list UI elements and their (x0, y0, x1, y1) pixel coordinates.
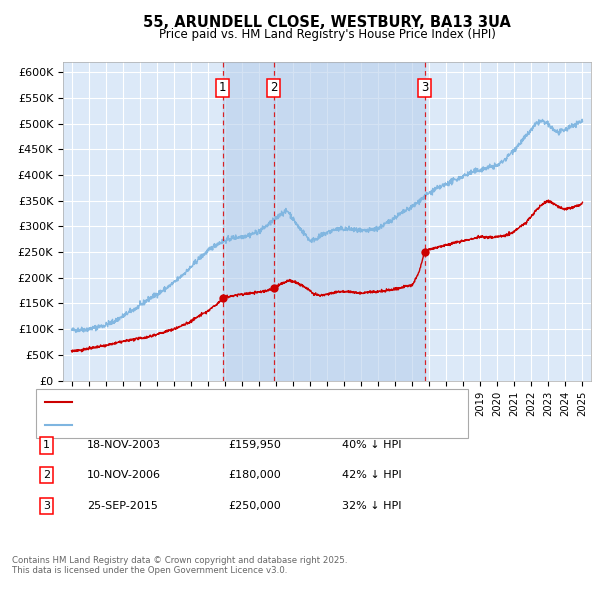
Bar (274, 62, 425, 381)
Text: 3: 3 (43, 501, 50, 510)
Text: £180,000: £180,000 (228, 470, 281, 480)
Text: HPI: Average price, detached house, Wiltshire: HPI: Average price, detached house, Wilt… (76, 420, 315, 430)
Text: 32% ↓ HPI: 32% ↓ HPI (342, 501, 401, 510)
Text: 10-NOV-2006: 10-NOV-2006 (87, 470, 161, 480)
Text: 40% ↓ HPI: 40% ↓ HPI (342, 441, 401, 450)
Text: 1: 1 (43, 441, 50, 450)
Text: 18-NOV-2003: 18-NOV-2003 (87, 441, 161, 450)
Bar (223, 62, 274, 381)
Text: 25-SEP-2015: 25-SEP-2015 (87, 501, 158, 510)
Text: 1: 1 (219, 81, 227, 94)
Text: 3: 3 (421, 81, 428, 94)
Text: 2: 2 (270, 81, 277, 94)
Text: Price paid vs. HM Land Registry's House Price Index (HPI): Price paid vs. HM Land Registry's House … (158, 28, 496, 41)
Text: Contains HM Land Registry data © Crown copyright and database right 2025.
This d: Contains HM Land Registry data © Crown c… (12, 556, 347, 575)
Text: 55, ARUNDELL CLOSE, WESTBURY, BA13 3UA (detached house): 55, ARUNDELL CLOSE, WESTBURY, BA13 3UA (… (76, 398, 406, 407)
Text: 2: 2 (43, 470, 50, 480)
Text: 55, ARUNDELL CLOSE, WESTBURY, BA13 3UA: 55, ARUNDELL CLOSE, WESTBURY, BA13 3UA (143, 15, 511, 30)
Text: 42% ↓ HPI: 42% ↓ HPI (342, 470, 401, 480)
Text: £159,950: £159,950 (228, 441, 281, 450)
Text: £250,000: £250,000 (228, 501, 281, 510)
